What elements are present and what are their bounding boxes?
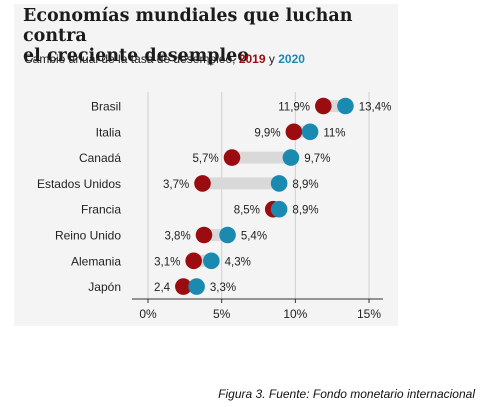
x-tick-label: 5% [213,307,231,321]
chart-subtitle: Cambio anual de la tasa de desempleo, 20… [24,52,305,66]
category-label: Alemania [71,254,121,268]
value-label-low: 3,7% [163,179,189,191]
subtitle-text: Cambio anual de la tasa de desempleo, [24,52,236,66]
chart-title-line-2: el creciente desempleo [23,46,249,66]
point-2020 [282,149,300,166]
value-label-low: 8,5% [234,205,260,217]
x-tick-label: 10% [283,307,307,321]
chart-panel [14,4,398,326]
value-label-high: 13,4% [359,102,392,114]
value-label-high: 8,9% [292,179,318,191]
category-label: Reino Unido [55,229,121,243]
category-label: Estados Unidos [37,177,121,191]
point-2020 [203,252,220,270]
point-2019 [315,97,332,115]
gridlines [147,92,370,299]
value-label-high: 4,3% [225,256,251,268]
category-label: Francia [81,203,121,217]
point-2019 [223,149,241,166]
category-label: Italia [96,125,122,139]
figure-caption: Figura 3. Fuente: Fondo monetario intern… [218,387,475,401]
chart-title-line-1: Economías mundiales que luchan contra [23,6,353,46]
point-2020 [188,278,205,295]
category-label: Canadá [79,151,121,165]
point-2019 [285,123,303,141]
value-label-low: 5,7% [192,153,218,165]
x-tick-label: 0% [139,307,157,321]
subtitle-joiner: y [268,52,275,66]
x-tick-label: 15% [357,307,381,321]
chart-title: Economías mundiales que luchan contra el… [23,6,383,66]
point-2020 [219,226,236,244]
category-label: Japón [88,280,121,294]
value-label-high: 3,3% [210,282,236,294]
value-label-low: 3,8% [164,231,190,243]
point-2020 [337,97,354,115]
x-axis: 0% 5% 10% 15% [132,298,383,321]
value-label-low: 11,9% [278,102,310,114]
point-2020 [301,123,319,141]
value-label-high: 8,9% [292,205,318,217]
value-label-high: 9,7% [304,153,330,165]
point-2019 [194,175,211,192]
point-2019 [175,278,192,295]
value-label-high: 5,4% [241,231,267,243]
category-label: Brasil [91,100,121,114]
point-2020 [270,175,288,192]
legend-2019: 2019 [238,52,266,66]
value-label-low: 3,1% [154,256,180,268]
value-label-low: 2,4 [154,282,171,294]
legend-2020: 2020 [278,52,305,66]
point-2019 [195,226,213,244]
point-2019 [185,252,202,270]
value-label-high: 11% [323,127,345,139]
point-2020 [270,200,288,218]
data-marks: Brasil 11,9% 13,4% Italia 9,9% 11% Canadá 5,7% 9… [37,97,392,295]
value-label-low: 9,9% [254,127,280,139]
